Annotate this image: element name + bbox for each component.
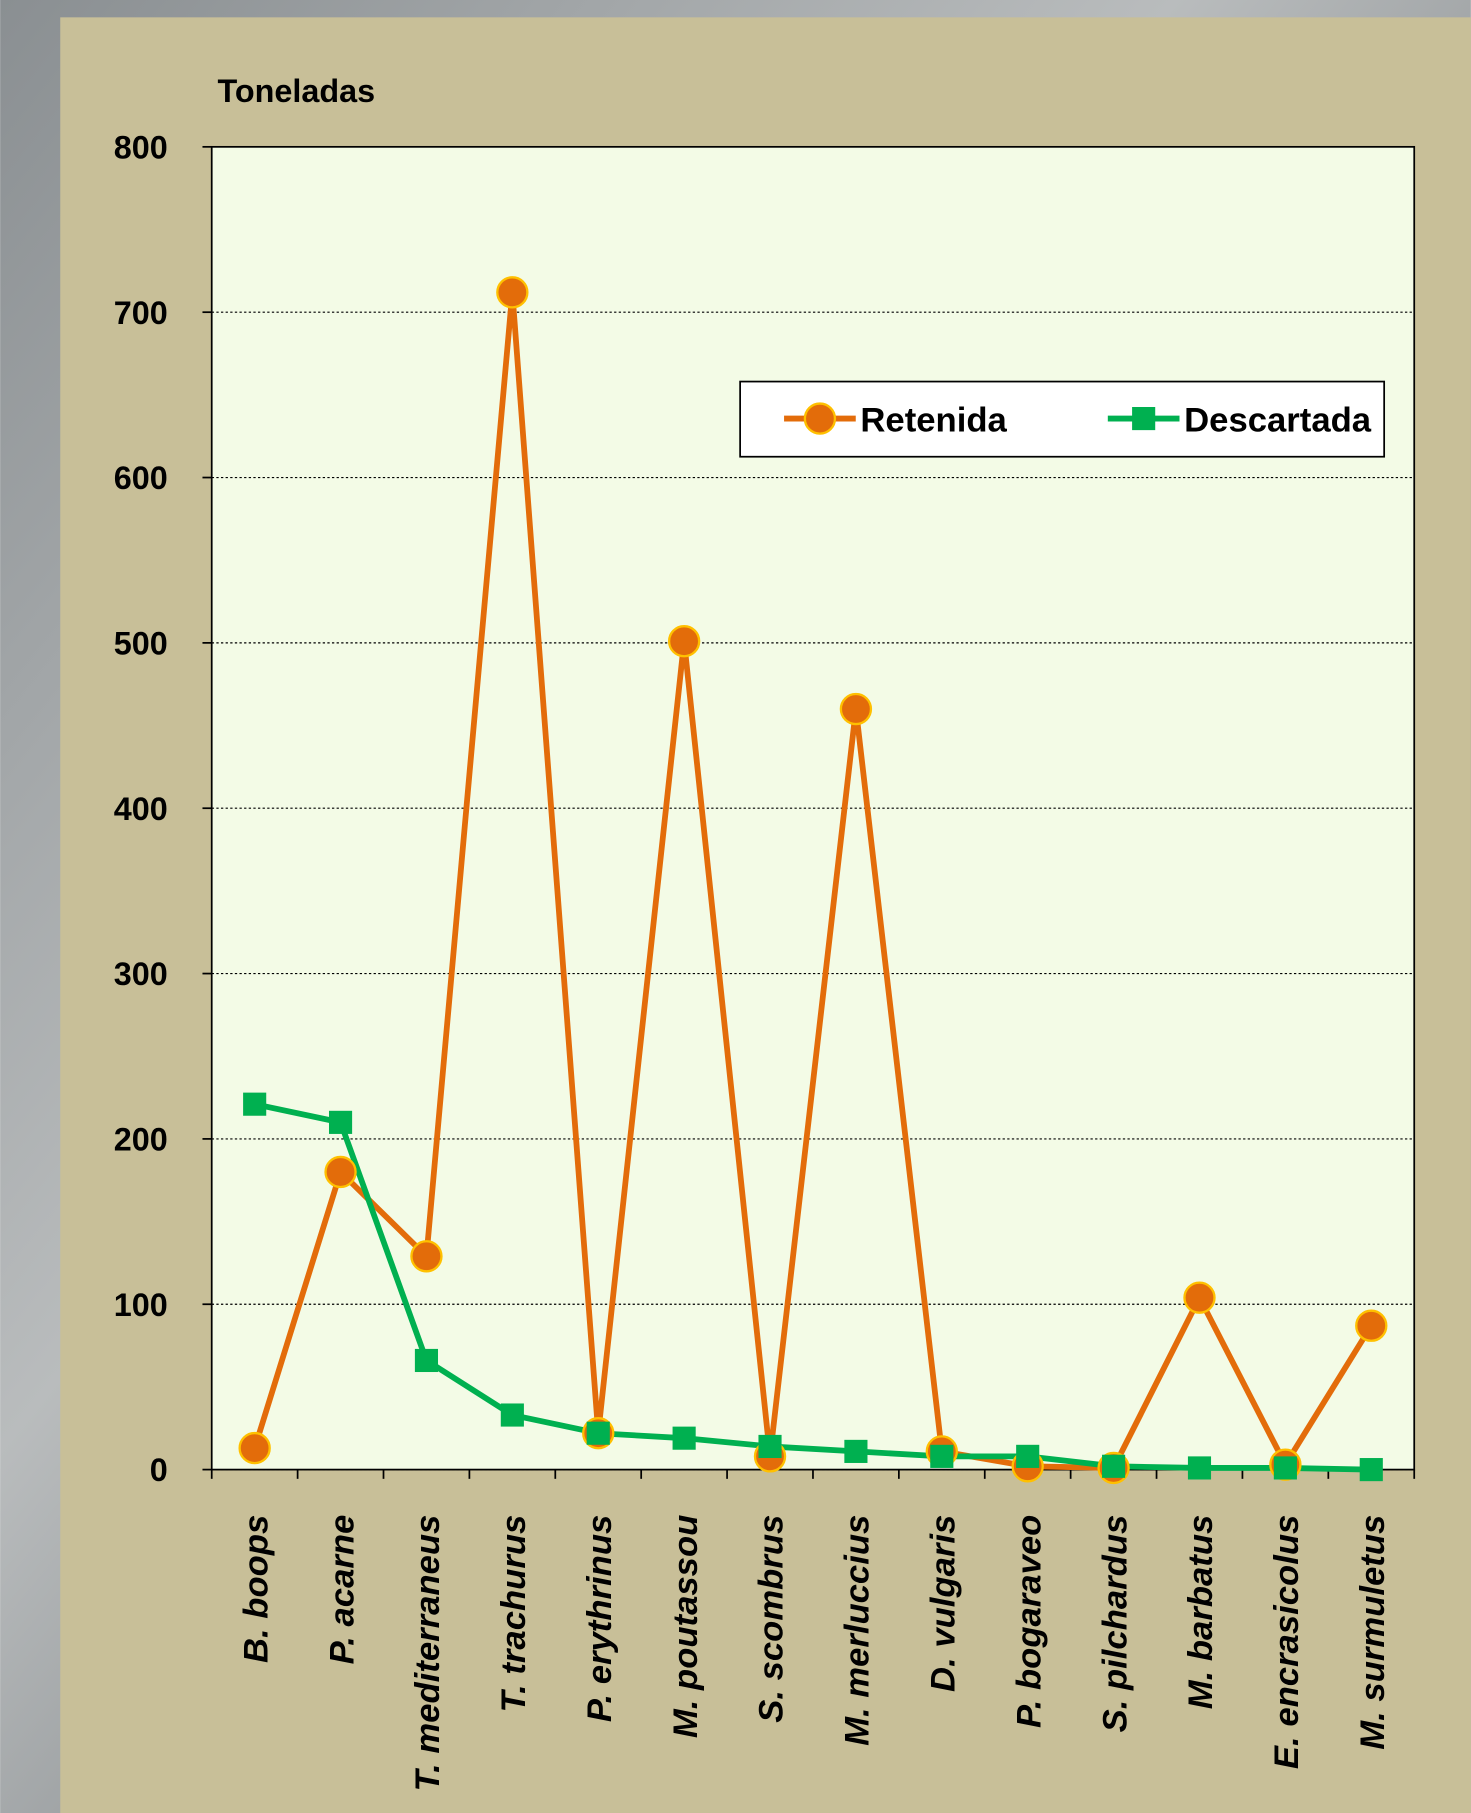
marker [1360,1458,1383,1481]
marker [1132,407,1155,430]
marker [1188,1456,1211,1479]
y-tick-label: 600 [114,460,168,496]
x-tick-label: S. pilchardus [1096,1515,1134,1733]
marker [673,1427,696,1450]
marker [844,1440,867,1463]
x-tick-label: T. mediterraneus [409,1515,447,1792]
marker [1184,1283,1214,1313]
x-tick-label: P. bogaraveo [1010,1515,1048,1728]
marker [240,1433,270,1463]
x-tick-label: M. merluccius [839,1515,877,1746]
y-tick-label: 700 [114,295,168,331]
marker [326,1157,356,1187]
marker [805,404,835,434]
marker [1274,1456,1297,1479]
x-tick-label: B. boops [237,1515,275,1663]
marker [411,1241,441,1271]
marker [758,1435,781,1458]
y-tick-label: 400 [114,791,168,827]
marker [1016,1445,1039,1468]
marker [1102,1455,1125,1478]
chart: Toneladas 0 100 200 300 400 500 600 700 800 B. bo… [0,0,1471,1813]
x-tick-label: E. encrasicolus [1268,1515,1306,1769]
marker [501,1403,524,1426]
legend-label: Descartada [1184,401,1372,439]
x-tick-label: S. scombrus [753,1515,791,1723]
page: {"chart_data": { "type": "line", "y_axis… [0,0,1471,1813]
x-tick-label: M. barbatus [1182,1515,1220,1710]
marker [841,694,871,724]
x-tick-label: T. trachurus [495,1515,533,1713]
marker [415,1349,438,1372]
y-tick-label: 0 [150,1452,168,1488]
marker [329,1111,352,1134]
y-tick-label: 500 [114,625,168,661]
marker [669,626,699,656]
y-tick-label: 200 [114,1121,168,1157]
x-tick-label: P. acarne [323,1515,361,1665]
marker [1356,1311,1386,1341]
x-tick-label: P. erythrinus [581,1515,619,1722]
marker [587,1422,610,1445]
y-tick-label: 300 [114,956,168,992]
marker [497,277,527,307]
x-tick-label: D. vulgaris [925,1515,963,1692]
marker [243,1093,266,1116]
y-axis-title: Toneladas [218,73,376,109]
y-tick-label: 800 [114,129,168,165]
y-tick-label: 100 [114,1287,168,1323]
x-tick-label: M. surmuletus [1354,1515,1392,1750]
x-tick-label: M. poutassou [667,1515,705,1738]
marker [930,1445,953,1468]
legend-label: Retenida [860,401,1007,439]
